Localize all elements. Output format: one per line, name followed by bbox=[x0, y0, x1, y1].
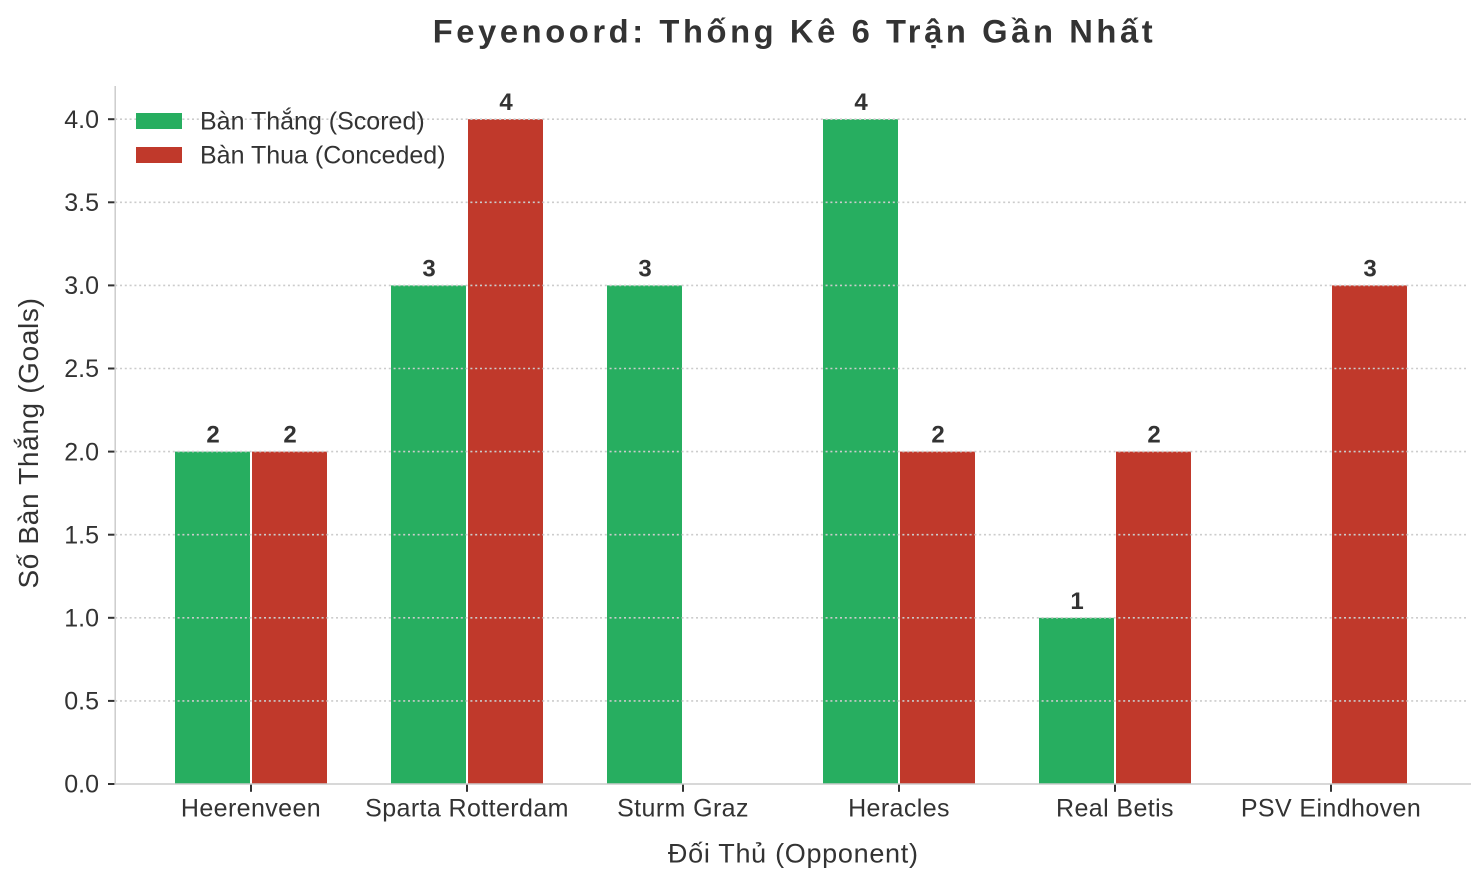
svg-text:Feyenoord: Thống Kê 6 Trận Gần: Feyenoord: Thống Kê 6 Trận Gần Nhất bbox=[433, 12, 1157, 49]
svg-text:Heerenveen: Heerenveen bbox=[181, 795, 321, 823]
svg-text:4.0: 4.0 bbox=[64, 106, 99, 134]
svg-text:0.5: 0.5 bbox=[64, 688, 99, 716]
svg-text:2.5: 2.5 bbox=[64, 355, 99, 383]
svg-text:Sparta Rotterdam: Sparta Rotterdam bbox=[365, 795, 569, 823]
svg-text:Real Betis: Real Betis bbox=[1056, 795, 1174, 823]
svg-text:Bàn Thua (Conceded): Bàn Thua (Conceded) bbox=[200, 142, 446, 170]
svg-text:4: 4 bbox=[854, 89, 868, 116]
svg-text:1.0: 1.0 bbox=[64, 605, 99, 633]
svg-text:1: 1 bbox=[1070, 588, 1083, 615]
svg-text:PSV Eindhoven: PSV Eindhoven bbox=[1241, 795, 1421, 823]
svg-text:3.0: 3.0 bbox=[64, 272, 99, 300]
svg-text:Số Bàn Thắng (Goals): Số Bàn Thắng (Goals) bbox=[13, 297, 44, 588]
svg-text:2: 2 bbox=[1147, 422, 1160, 449]
svg-text:2.0: 2.0 bbox=[64, 438, 99, 466]
svg-text:3: 3 bbox=[1363, 255, 1376, 282]
svg-text:Đối Thủ (Opponent): Đối Thủ (Opponent) bbox=[668, 839, 919, 869]
svg-text:4: 4 bbox=[499, 89, 513, 116]
svg-text:Sturm Graz: Sturm Graz bbox=[617, 795, 749, 823]
svg-text:2: 2 bbox=[206, 422, 219, 449]
svg-text:3: 3 bbox=[422, 255, 435, 282]
svg-text:3: 3 bbox=[638, 255, 651, 282]
svg-text:3.5: 3.5 bbox=[64, 189, 99, 217]
svg-text:1.5: 1.5 bbox=[64, 521, 99, 549]
svg-text:2: 2 bbox=[931, 422, 944, 449]
svg-text:Heracles: Heracles bbox=[848, 795, 950, 823]
svg-text:Bàn Thắng (Scored): Bàn Thắng (Scored) bbox=[200, 107, 425, 136]
svg-text:0.0: 0.0 bbox=[64, 771, 99, 799]
svg-text:2: 2 bbox=[283, 422, 296, 449]
